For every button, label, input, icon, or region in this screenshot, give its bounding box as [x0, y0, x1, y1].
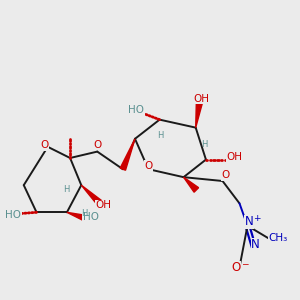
- Text: N: N: [245, 215, 254, 228]
- Text: H: H: [157, 131, 164, 140]
- Text: HO: HO: [128, 105, 144, 115]
- Text: −: −: [242, 260, 249, 268]
- Polygon shape: [184, 177, 199, 192]
- Text: O: O: [94, 140, 102, 150]
- Text: H: H: [63, 185, 70, 194]
- Text: +: +: [253, 214, 261, 223]
- Text: OH: OH: [193, 94, 209, 104]
- Text: CH₃: CH₃: [269, 233, 288, 243]
- Text: O: O: [222, 170, 230, 180]
- Text: O: O: [231, 261, 240, 274]
- Polygon shape: [120, 139, 135, 170]
- Polygon shape: [81, 185, 103, 206]
- Text: O: O: [40, 140, 49, 150]
- Polygon shape: [196, 101, 203, 128]
- Text: N: N: [251, 238, 260, 251]
- Polygon shape: [67, 212, 88, 222]
- Text: HO: HO: [82, 212, 99, 222]
- Text: HO: HO: [5, 210, 21, 220]
- Text: H: H: [201, 140, 208, 149]
- Text: O: O: [144, 161, 152, 171]
- Text: OH: OH: [96, 200, 112, 210]
- Text: OH: OH: [227, 152, 243, 162]
- Text: H: H: [81, 209, 88, 218]
